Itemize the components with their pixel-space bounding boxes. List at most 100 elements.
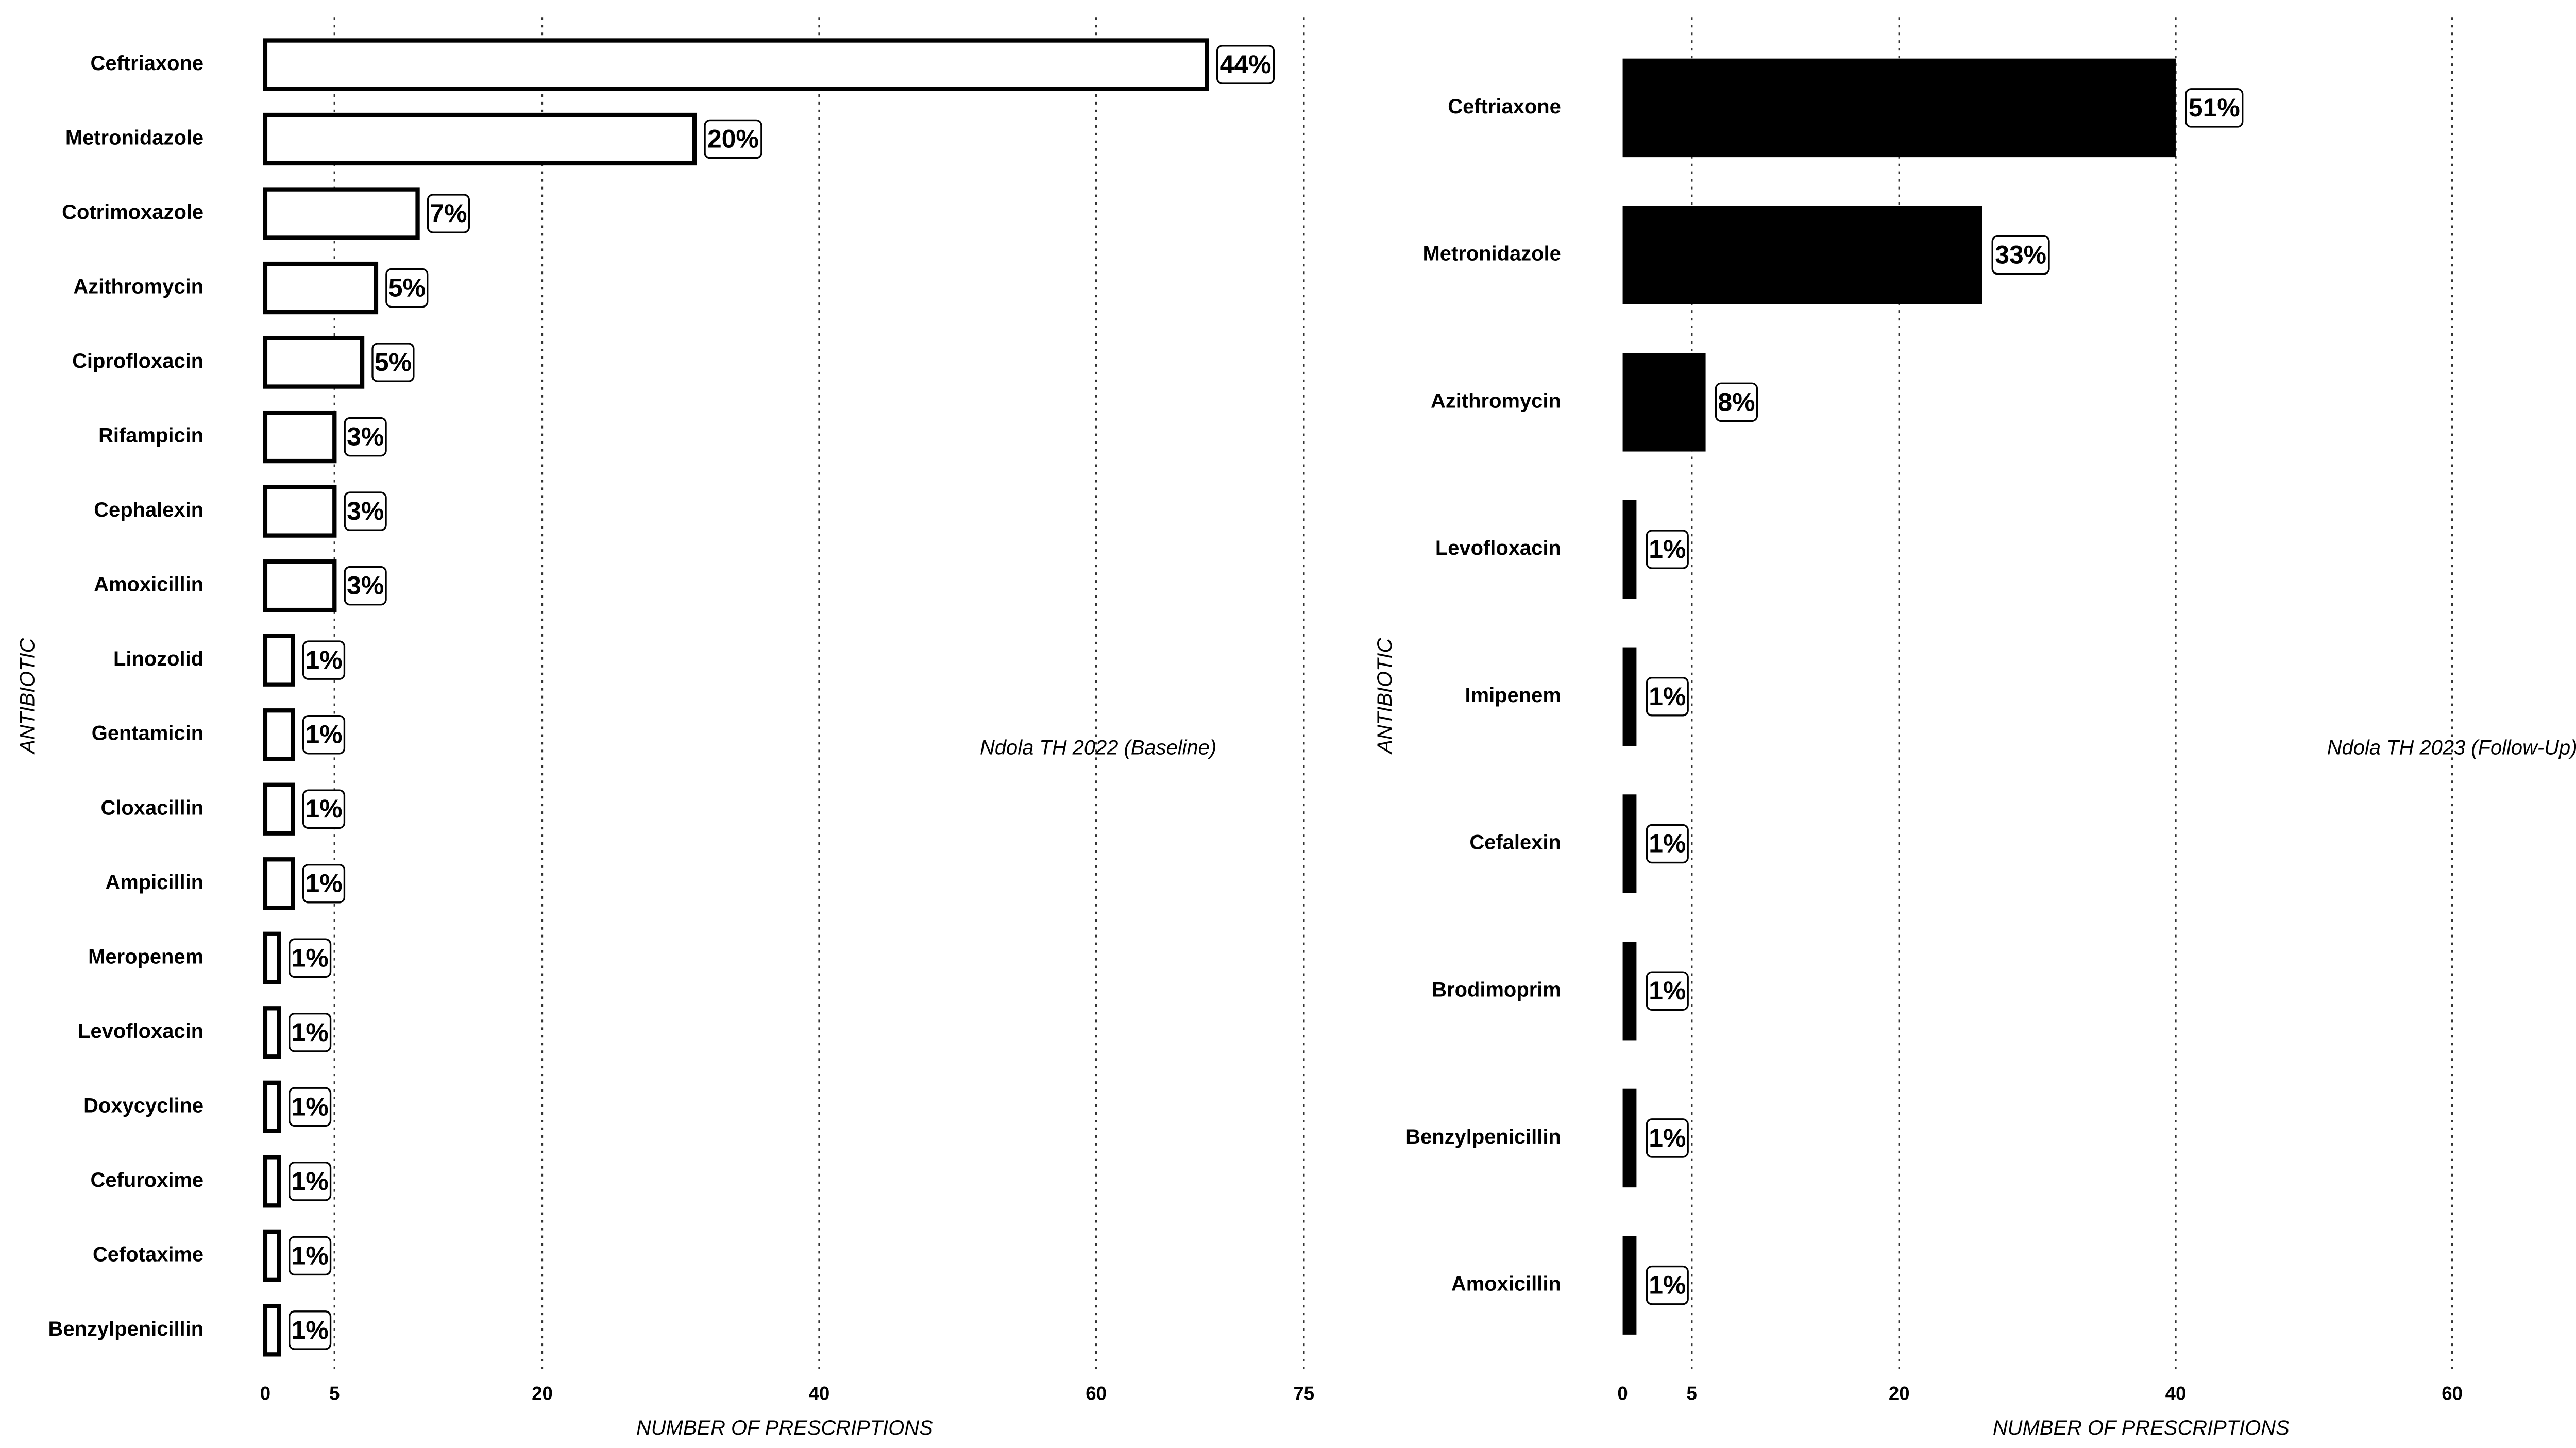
bar <box>1622 794 1637 893</box>
value-label: 1% <box>305 645 342 674</box>
y-tick-label: Cloxacillin <box>101 796 204 819</box>
y-tick-label: Cefotaxime <box>93 1243 204 1266</box>
x-tick-label: 40 <box>809 1383 830 1404</box>
y-tick-label: Benzylpenicillin <box>1405 1126 1561 1148</box>
y-tick-label: Meropenem <box>88 945 204 968</box>
bar <box>263 782 295 836</box>
bar <box>263 1006 281 1059</box>
bar <box>263 187 420 240</box>
bar <box>263 634 295 687</box>
value-label: 20% <box>707 125 759 154</box>
value-label-box <box>289 1310 332 1350</box>
y-tick-label: Doxycycline <box>83 1094 204 1117</box>
y-tick-label: Amoxicillin <box>1451 1273 1561 1296</box>
bar <box>263 38 1209 91</box>
value-label: 8% <box>1718 387 1755 416</box>
x-tick-label: 0 <box>260 1383 270 1404</box>
value-label-box <box>302 714 346 755</box>
value-label-box <box>344 417 387 457</box>
value-label: 1% <box>292 1241 329 1270</box>
x-tick-label: 60 <box>2442 1383 2463 1404</box>
bar <box>1622 500 1637 599</box>
y-tick-label: Ampicillin <box>105 871 204 894</box>
value-label-box <box>1646 677 1689 717</box>
value-label-box <box>385 268 429 308</box>
y-tick-label: Ceftriaxone <box>1448 95 1561 118</box>
y-axis-label: ANTIBIOTIC <box>16 637 39 754</box>
bar <box>263 1304 281 1357</box>
bar <box>1622 1088 1637 1188</box>
annotation: Ndola TH 2023 (Follow-Up) <box>2327 736 2576 759</box>
y-tick-label: Benzylpenicillin <box>48 1318 204 1340</box>
x-tick-label: 5 <box>329 1383 340 1404</box>
y-tick-label: Brodimoprim <box>1432 978 1561 1001</box>
bar <box>263 559 337 612</box>
value-label: 1% <box>1649 976 1686 1005</box>
x-tick-label: 20 <box>532 1383 553 1404</box>
x-tick-label: 60 <box>1086 1383 1107 1404</box>
value-label: 1% <box>292 943 329 972</box>
y-tick-label: Cefalexin <box>1469 831 1561 854</box>
bar <box>263 336 365 389</box>
y-tick-label: Metronidazole <box>65 127 204 149</box>
y-tick-label: Imipenem <box>1465 684 1561 707</box>
y-tick-label: Cephalexin <box>94 499 204 521</box>
x-tick-label: 75 <box>1293 1383 1314 1404</box>
value-label: 51% <box>2189 93 2240 122</box>
value-label: 1% <box>305 869 342 898</box>
value-label: 33% <box>1995 241 2046 269</box>
value-label-box <box>1715 382 1758 422</box>
y-axis-label: ANTIBIOTIC <box>1374 637 1396 754</box>
value-label-box <box>1216 45 1275 84</box>
value-label-box <box>1646 1265 1689 1305</box>
value-label-box <box>302 789 346 829</box>
bar <box>1622 206 1982 304</box>
value-label: 1% <box>1649 682 1686 711</box>
y-tick-label: Cotrimoxazole <box>62 201 204 224</box>
bar <box>263 1080 281 1133</box>
value-label: 1% <box>292 1167 329 1196</box>
value-label: 3% <box>347 422 384 451</box>
y-tick-label: Rifampicin <box>98 424 204 447</box>
bar <box>1622 58 2176 158</box>
value-label: 1% <box>305 720 342 749</box>
value-label: 7% <box>430 199 467 228</box>
bar <box>263 931 281 984</box>
x-axis-label: NUMBER OF PRESCRIPTIONS <box>636 1417 933 1439</box>
value-label: 3% <box>347 571 384 600</box>
bar <box>1622 647 1637 746</box>
value-label-box <box>289 1087 332 1127</box>
y-tick-label: Ciprofloxacin <box>72 350 204 372</box>
bar <box>263 112 697 166</box>
value-label: 3% <box>347 497 384 525</box>
value-label: 5% <box>375 348 412 377</box>
value-label-box <box>1646 530 1689 569</box>
bar <box>263 1229 281 1282</box>
value-label-box <box>2185 88 2244 128</box>
y-tick-label: Linozolid <box>113 648 204 670</box>
value-label: 1% <box>1649 1271 1686 1300</box>
bar <box>263 1155 281 1208</box>
bar <box>263 261 379 315</box>
value-label-box <box>302 640 346 680</box>
y-tick-label: Azithromycin <box>73 276 204 298</box>
y-tick-label: Azithromycin <box>1431 389 1561 412</box>
value-label-box <box>289 1013 332 1052</box>
value-label: 1% <box>1649 535 1686 564</box>
value-label: 1% <box>1649 829 1686 858</box>
x-tick-label: 40 <box>2165 1383 2187 1404</box>
value-label: 1% <box>292 1018 329 1047</box>
annotation: Ndola TH 2022 (Baseline) <box>980 736 1216 759</box>
value-label: 1% <box>292 1092 329 1121</box>
value-label-box <box>1646 824 1689 864</box>
bar <box>1622 1236 1637 1335</box>
bar <box>1622 353 1706 452</box>
value-label: 5% <box>388 274 426 302</box>
value-label: 1% <box>292 1316 329 1344</box>
y-tick-label: Amoxicillin <box>94 573 204 596</box>
value-label-box <box>1991 235 2050 275</box>
x-tick-label: 0 <box>1617 1383 1628 1404</box>
value-label-box <box>371 343 415 382</box>
x-tick-label: 5 <box>1687 1383 1697 1404</box>
